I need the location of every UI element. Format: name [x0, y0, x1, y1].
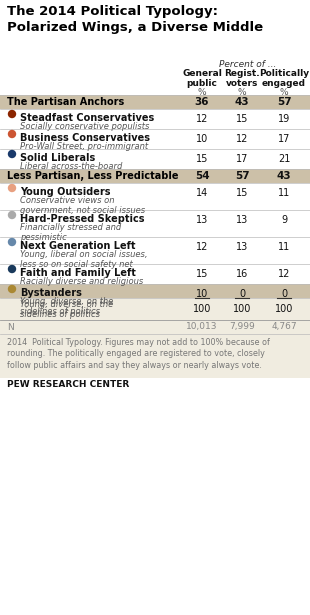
Text: 19: 19	[278, 114, 290, 124]
Bar	[0, 237, 310, 264]
Text: Business Conservatives: Business Conservatives	[20, 133, 150, 143]
Text: 57: 57	[235, 171, 249, 181]
Text: 17: 17	[236, 154, 248, 164]
Text: The Partisan Anchors: The Partisan Anchors	[7, 97, 124, 107]
Text: Young, liberal on social issues,
less so on social safety net: Young, liberal on social issues, less so…	[20, 250, 148, 269]
Text: 12: 12	[278, 269, 290, 279]
Bar	[0, 210, 310, 237]
Text: Steadfast Conservatives: Steadfast Conservatives	[20, 113, 154, 123]
Text: Liberal across-the-board: Liberal across-the-board	[20, 162, 122, 171]
Text: Solid Liberals: Solid Liberals	[20, 153, 95, 163]
Text: PEW RESEARCH CENTER: PEW RESEARCH CENTER	[7, 380, 129, 389]
Text: 15: 15	[236, 188, 248, 198]
Text: 11: 11	[278, 188, 290, 198]
Text: 12: 12	[196, 242, 208, 252]
Text: 100: 100	[233, 304, 251, 314]
Bar	[0, 284, 310, 298]
Bar	[0, 183, 310, 210]
Circle shape	[8, 111, 16, 117]
Text: 9: 9	[281, 215, 287, 225]
Circle shape	[8, 130, 16, 138]
Text: Next Generation Left: Next Generation Left	[20, 241, 135, 251]
Text: Hard-Pressed Skeptics: Hard-Pressed Skeptics	[20, 214, 144, 224]
Text: Percent of ...: Percent of ...	[219, 60, 277, 69]
Text: 0: 0	[281, 289, 287, 299]
Bar	[0, 95, 310, 109]
Text: 14: 14	[196, 188, 208, 198]
Text: 7,999: 7,999	[229, 322, 255, 331]
Text: 16: 16	[236, 269, 248, 279]
Bar	[0, 129, 310, 149]
Text: Regist.
voters: Regist. voters	[224, 69, 260, 88]
Bar	[0, 169, 310, 183]
Text: Less Partisan, Less Predictable: Less Partisan, Less Predictable	[7, 171, 179, 181]
Text: Young, diverse, on the
sidelines of politics: Young, diverse, on the sidelines of poli…	[20, 300, 113, 319]
Bar	[0, 298, 310, 320]
Text: %: %	[198, 88, 206, 97]
Text: 2014  Political Typology. Figures may not add to 100% because of
rounding. The p: 2014 Political Typology. Figures may not…	[7, 338, 270, 370]
Text: 10: 10	[196, 134, 208, 144]
Text: 43: 43	[235, 97, 249, 107]
Text: Faith and Family Left: Faith and Family Left	[20, 268, 136, 278]
Text: 12: 12	[236, 134, 248, 144]
Text: 21: 21	[278, 154, 290, 164]
Bar	[0, 264, 310, 284]
Bar	[0, 149, 310, 169]
Text: Financially stressed and
pessimistic: Financially stressed and pessimistic	[20, 223, 121, 242]
Text: 13: 13	[236, 215, 248, 225]
Circle shape	[8, 285, 16, 293]
Circle shape	[8, 239, 16, 245]
Text: 10,013: 10,013	[186, 322, 218, 331]
Text: 15: 15	[236, 114, 248, 124]
Text: %: %	[280, 88, 288, 97]
Bar	[0, 109, 310, 129]
Text: 57: 57	[277, 97, 291, 107]
Text: 4,767: 4,767	[271, 322, 297, 331]
Text: 36: 36	[195, 97, 209, 107]
Text: 100: 100	[193, 304, 211, 314]
Text: 100: 100	[275, 304, 293, 314]
Text: Bystanders: Bystanders	[20, 288, 82, 298]
Text: General
public: General public	[182, 69, 222, 88]
Circle shape	[8, 184, 16, 191]
Text: 17: 17	[278, 134, 290, 144]
Text: N: N	[7, 322, 14, 331]
Text: 12: 12	[196, 114, 208, 124]
Text: Conservative views on
government, not social issues: Conservative views on government, not so…	[20, 196, 145, 215]
Bar	[0, 334, 310, 378]
Text: 13: 13	[196, 215, 208, 225]
Bar	[0, 320, 310, 334]
Text: Racially diverse and religious: Racially diverse and religious	[20, 277, 143, 286]
Text: 13: 13	[236, 242, 248, 252]
Text: 11: 11	[278, 242, 290, 252]
Text: 54: 54	[195, 171, 209, 181]
Text: Young Outsiders: Young Outsiders	[20, 187, 110, 197]
Circle shape	[8, 151, 16, 157]
Text: 0: 0	[239, 289, 245, 299]
Text: 15: 15	[196, 269, 208, 279]
Text: Pro-Wall Street, pro-immigrant: Pro-Wall Street, pro-immigrant	[20, 142, 148, 151]
Text: 15: 15	[196, 154, 208, 164]
Text: Politically
engaged: Politically engaged	[259, 69, 309, 88]
Text: Young, diverse, on the
sidelines of politics: Young, diverse, on the sidelines of poli…	[20, 297, 113, 316]
Text: %: %	[238, 88, 246, 97]
Circle shape	[8, 212, 16, 218]
Text: Socially conservative populists: Socially conservative populists	[20, 122, 149, 131]
Text: 43: 43	[277, 171, 291, 181]
Text: The 2014 Political Typology:
Polarized Wings, a Diverse Middle: The 2014 Political Typology: Polarized W…	[7, 5, 263, 33]
Text: 10: 10	[196, 289, 208, 299]
Circle shape	[8, 266, 16, 272]
